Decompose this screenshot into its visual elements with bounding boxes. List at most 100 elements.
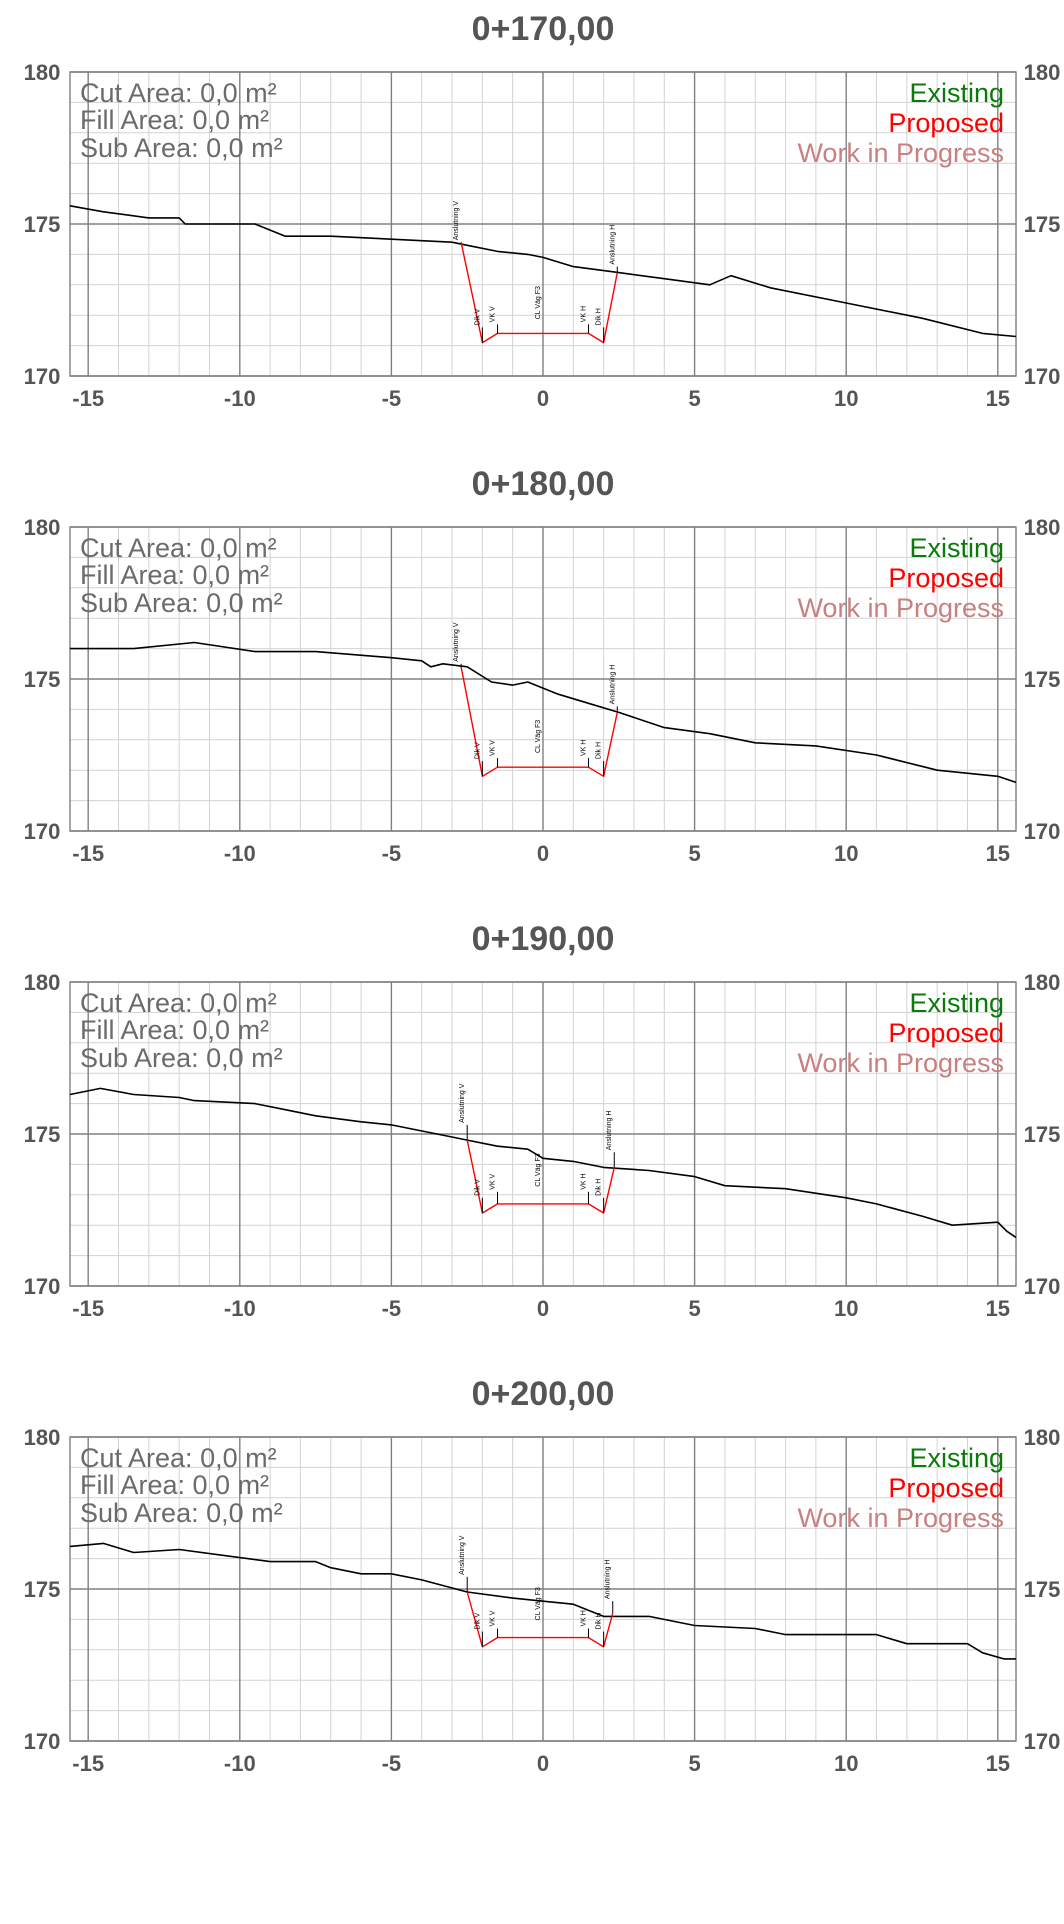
section-title: 0+180,00 — [472, 465, 615, 503]
y-tick-label-left: 175 — [24, 1577, 61, 1602]
legend-proposed: Proposed — [888, 563, 1004, 593]
point-label: Anslutning H — [609, 665, 616, 705]
point-label: VK V — [490, 1610, 497, 1626]
cut-area-label: Cut Area: 0,0 m² — [80, 988, 277, 1018]
y-tick-label-left: 175 — [24, 212, 61, 237]
point-label: Dik H — [596, 742, 603, 759]
legend-work-in-progress: Work in Progress — [797, 593, 1004, 623]
y-tick-label-left: 170 — [24, 819, 61, 844]
y-tick-label-left: 180 — [24, 515, 61, 540]
y-tick-label-left: 175 — [24, 667, 61, 692]
x-tick-label: 0 — [537, 841, 549, 866]
point-label: VK H — [580, 740, 587, 756]
section-title: 0+170,00 — [472, 10, 615, 48]
section-title: 0+200,00 — [472, 1375, 615, 1413]
y-tick-label-left: 170 — [24, 1729, 61, 1754]
y-tick-label-right: 180 — [1024, 970, 1061, 995]
point-label: VK H — [580, 306, 587, 322]
x-tick-label: 10 — [834, 386, 858, 411]
point-label: Anslutning V — [453, 201, 460, 241]
y-tick-label-right: 170 — [1024, 1729, 1061, 1754]
x-tick-label: 10 — [834, 1296, 858, 1321]
cut-area-label: Cut Area: 0,0 m² — [80, 78, 277, 108]
x-tick-label: 5 — [688, 1296, 700, 1321]
x-tick-label: 15 — [986, 386, 1010, 411]
point-label: Anslutning H — [605, 1559, 612, 1599]
x-tick-label: 0 — [537, 386, 549, 411]
y-tick-label-right: 180 — [1024, 515, 1061, 540]
x-tick-label: -15 — [72, 1296, 104, 1321]
existing-ground-line — [69, 205, 1017, 338]
x-tick-label: -10 — [224, 1751, 256, 1776]
fill-area-label: Fill Area: 0,0 m² — [80, 1015, 269, 1045]
point-label: CL Väg F3 — [535, 720, 542, 753]
cut-area-label: Cut Area: 0,0 m² — [80, 533, 277, 563]
y-tick-label-right: 180 — [1024, 60, 1061, 85]
x-tick-label: -5 — [382, 1751, 402, 1776]
x-tick-label: -5 — [382, 841, 402, 866]
y-tick-label-right: 175 — [1024, 1122, 1061, 1147]
legend-existing: Existing — [909, 1443, 1004, 1473]
legend-proposed: Proposed — [888, 1018, 1004, 1048]
legend-work-in-progress: Work in Progress — [797, 138, 1004, 168]
point-label: Dik H — [596, 1179, 603, 1196]
y-tick-label-right: 170 — [1024, 1274, 1061, 1299]
y-tick-label-right: 175 — [1024, 667, 1061, 692]
point-label: Dik V — [474, 742, 481, 759]
x-tick-label: -15 — [72, 1751, 104, 1776]
point-label: VK H — [580, 1173, 587, 1189]
y-tick-label-right: 180 — [1024, 1425, 1061, 1450]
sub-area-label: Sub Area: 0,0 m² — [80, 133, 283, 163]
point-label: Dik V — [474, 1613, 481, 1630]
point-label: VK V — [490, 740, 497, 756]
x-tick-label: -10 — [224, 386, 256, 411]
fill-area-label: Fill Area: 0,0 m² — [80, 560, 269, 590]
existing-ground-line — [69, 1087, 1017, 1239]
x-tick-label: 15 — [986, 1296, 1010, 1321]
x-tick-label: -10 — [224, 1296, 256, 1321]
y-tick-label-right: 175 — [1024, 1577, 1061, 1602]
plot-frame — [69, 1436, 1017, 1742]
x-tick-label: -5 — [382, 1296, 402, 1321]
point-label: Anslutning V — [459, 1083, 466, 1123]
x-tick-label: 0 — [537, 1751, 549, 1776]
existing-ground-line — [70, 641, 1017, 784]
y-tick-label-right: 170 — [1024, 364, 1061, 389]
cross-section-panel: 0+200,00 -15 -10 -5 0 5 10 15 180 180 175 175 170 170… — [24, 1375, 1061, 1776]
fill-area-label: Fill Area: 0,0 m² — [80, 1470, 269, 1500]
x-tick-label: 5 — [688, 841, 700, 866]
y-tick-label-left: 180 — [24, 970, 61, 995]
legend-work-in-progress: Work in Progress — [797, 1503, 1004, 1533]
proposed-section-line — [466, 1139, 615, 1214]
proposed-section-line — [460, 242, 618, 344]
legend-existing: Existing — [909, 533, 1004, 563]
existing-ground-line — [69, 1542, 1016, 1660]
plot-frame — [69, 981, 1017, 1287]
y-tick-label-left: 180 — [24, 60, 61, 85]
cross-section-panel: 0+190,00 -15 -10 -5 0 5 10 15 180 180 175 175 170 170… — [24, 920, 1061, 1321]
cross-section-panel: 0+170,00 -15 -10 -5 0 5 10 15 180 180 175 175 170 170… — [24, 10, 1061, 411]
point-label: Dik H — [596, 1612, 603, 1629]
y-tick-label-right: 175 — [1024, 212, 1061, 237]
point-label: Dik V — [474, 308, 481, 325]
y-tick-label-left: 170 — [24, 364, 61, 389]
point-label: CL Väg F3 — [535, 286, 542, 319]
plot-frame — [69, 71, 1017, 377]
legend-proposed: Proposed — [888, 1473, 1004, 1503]
y-tick-label-left: 180 — [24, 1425, 61, 1450]
point-label: CL Väg F3 — [535, 1153, 542, 1186]
legend-proposed: Proposed — [888, 108, 1004, 138]
x-tick-label: 15 — [986, 1751, 1010, 1776]
x-tick-label: 10 — [834, 841, 858, 866]
y-tick-label-left: 170 — [24, 1274, 61, 1299]
proposed-section-line — [460, 666, 618, 777]
point-label: Dik V — [474, 1179, 481, 1196]
point-label: VK V — [490, 306, 497, 322]
cross-section-panel: 0+180,00 -15 -10 -5 0 5 10 15 180 180 175 175 170 170… — [24, 465, 1061, 866]
